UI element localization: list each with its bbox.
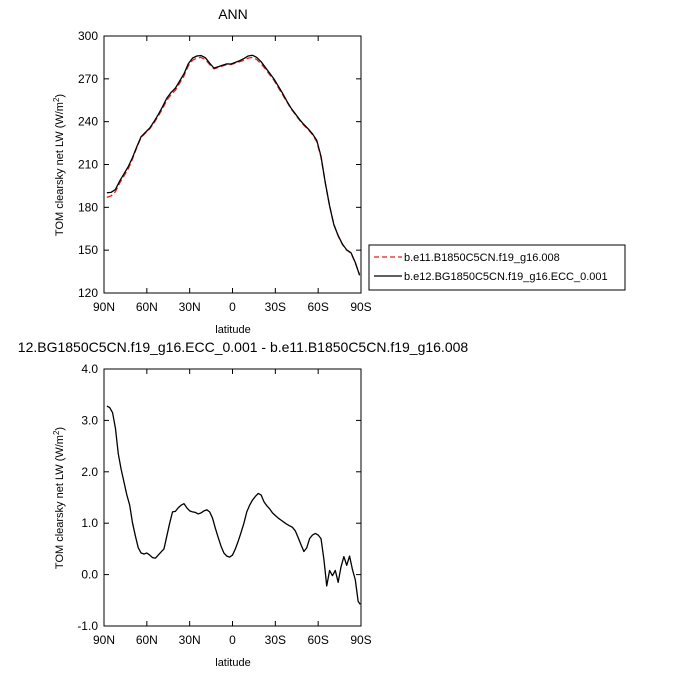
top-y-tick-label: 210	[78, 158, 98, 172]
top-x-tick-label: 0	[229, 300, 236, 314]
bottom-series-line-1	[106, 405, 361, 605]
top-chart-y-ticks: 120 150 180 210 240 270 300	[78, 29, 361, 300]
bottom-x-tick-label: 0	[229, 633, 236, 647]
bottom-x-tick-label: 60S	[307, 633, 328, 647]
top-x-tick-label: 30N	[179, 300, 201, 314]
bottom-chart-y-ticks: -1.0 0.0 1.0 2.0 3.0 4.0	[77, 362, 361, 633]
bottom-y-tick-label: 0.0	[81, 568, 98, 582]
top-y-tick-label: 150	[78, 243, 98, 257]
bottom-x-tick-label: 30S	[265, 633, 286, 647]
bottom-x-tick-label: 90N	[93, 633, 115, 647]
bottom-y-tick-label: 2.0	[81, 465, 98, 479]
top-x-tick-label: 60S	[307, 300, 328, 314]
bottom-y-tick-label: 1.0	[81, 516, 98, 530]
top-chart-y-axis-label: TOM clearsky net LW (W/m2)	[52, 94, 67, 236]
bottom-x-tick-label: 60N	[136, 633, 158, 647]
top-chart-x-ticks: 90N 60N 30N 0 30S 60S 90S	[93, 36, 372, 314]
top-x-tick-label: 90S	[350, 300, 371, 314]
bottom-x-tick-label: 90S	[350, 633, 371, 647]
bottom-y-tick-label: 4.0	[81, 362, 98, 376]
bottom-y-tick-label: 3.0	[81, 413, 98, 427]
top-y-tick-label: 270	[78, 72, 98, 86]
bottom-chart-x-axis-label: latitude	[215, 657, 250, 669]
top-series-line-2	[106, 54, 361, 276]
top-chart-panel: ANN 120 150 180 210 240 270 300 90N 60N 30N 0 30S 6…	[52, 6, 626, 336]
bottom-chart-series	[106, 405, 361, 605]
legend-label-series-2: b.e12.BG1850C5CN.f19_g16.ECC_0.001	[404, 271, 608, 283]
top-y-tick-label: 180	[78, 200, 98, 214]
bottom-x-tick-label: 30N	[179, 633, 201, 647]
top-chart-series	[106, 54, 361, 276]
top-series-line-1	[106, 56, 361, 275]
top-y-tick-label: 120	[78, 286, 98, 300]
bottom-chart-plot-frame	[103, 368, 362, 627]
bottom-chart-x-ticks: 90N 60N 30N 0 30S 60S 90S	[93, 369, 372, 647]
top-x-tick-label: 60N	[136, 300, 158, 314]
top-chart-x-axis-label: latitude	[215, 324, 250, 336]
bottom-chart-y-axis-label: TOM clearsky net LW (W/m2)	[52, 427, 67, 569]
legend-box	[368, 244, 626, 291]
top-y-tick-label: 240	[78, 115, 98, 129]
bottom-chart-panel: 12.BG1850C5CN.f19_g16.ECC_0.001 - b.e11.…	[18, 339, 469, 669]
top-y-tick-label: 300	[78, 29, 98, 43]
top-x-tick-label: 30S	[265, 300, 286, 314]
bottom-chart-title: 12.BG1850C5CN.f19_g16.ECC_0.001 - b.e11.…	[18, 339, 469, 355]
top-x-tick-label: 90N	[93, 300, 115, 314]
top-chart-title: ANN	[218, 6, 248, 22]
top-chart-legend: b.e11.B1850C5CN.f19_g16.008 b.e12.BG1850…	[368, 244, 626, 291]
bottom-y-tick-label: -1.0	[77, 619, 98, 633]
legend-label-series-1: b.e11.B1850C5CN.f19_g16.008	[404, 252, 560, 264]
